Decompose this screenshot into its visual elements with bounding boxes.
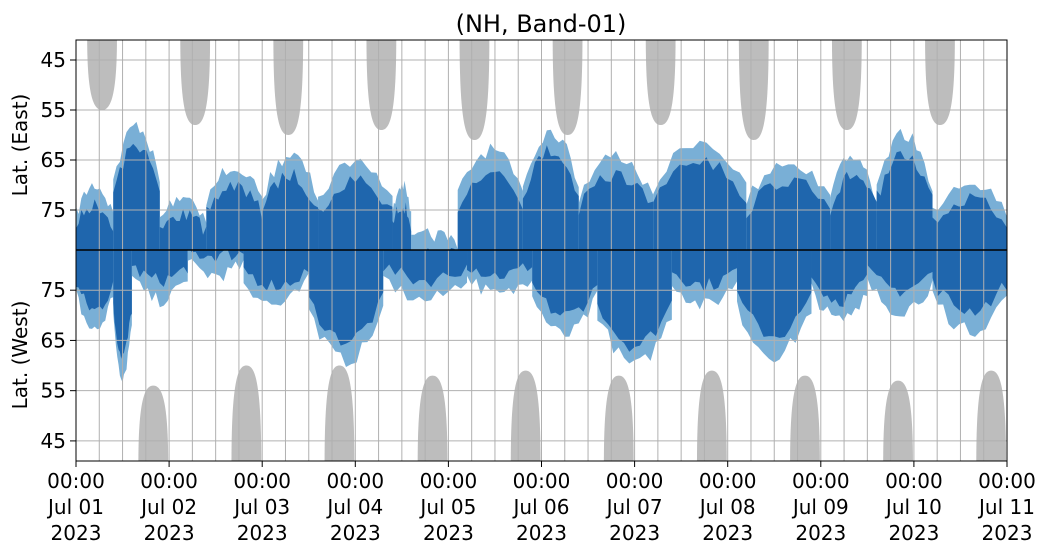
x-tick-label-year: 2023	[888, 521, 939, 545]
signal-area-west	[932, 250, 1007, 316]
signal-area-west	[76, 250, 114, 311]
signal-area-west	[811, 250, 868, 307]
x-tick-label-date: Jul 06	[512, 495, 570, 519]
signal-area-east-weak	[411, 228, 458, 250]
signal-area-east	[457, 171, 523, 250]
y-axis: 45 55 65 75 75 65 55 45	[41, 48, 76, 453]
signal-area-east	[932, 193, 1007, 250]
x-tick-label-time: 00:00	[513, 469, 571, 493]
plot-area	[75, 39, 1008, 462]
x-tick-label-date: Jul 01	[46, 495, 104, 519]
x-tick-label-year: 2023	[237, 521, 288, 545]
x-tick-label-date: Jul 11	[977, 495, 1035, 519]
x-tick-label-date: Jul 07	[605, 495, 663, 519]
signal-area-west	[467, 250, 533, 279]
signal-area-east	[830, 171, 877, 250]
daylight-region-east	[552, 40, 583, 135]
x-tick-label-time: 00:00	[47, 469, 105, 493]
y-axis-label-east: Lat. (East)	[8, 94, 32, 197]
y-tick-label-west: 55	[41, 379, 66, 403]
signal-area-east	[653, 157, 747, 250]
daylight-region-east	[273, 40, 304, 135]
signal-area-east	[76, 199, 114, 250]
x-tick-label-year: 2023	[516, 521, 567, 545]
daylight-region-east	[738, 40, 769, 140]
x-tick-label-year: 2023	[144, 521, 195, 545]
daylight-region-east	[459, 40, 490, 140]
x-tick-label-year: 2023	[702, 521, 753, 545]
signal-area-east	[159, 209, 207, 250]
y-axis-label-west: Lat. (West)	[8, 301, 32, 410]
x-tick-label-date: Jul 08	[698, 495, 756, 519]
x-tick-label-year: 2023	[423, 521, 474, 545]
x-tick-label-year: 2023	[330, 521, 381, 545]
x-tick-label-time: 00:00	[326, 469, 384, 493]
x-tick-label-year: 2023	[609, 521, 660, 545]
x-tick-label-time: 00:00	[699, 469, 757, 493]
daylight-region-east	[925, 40, 955, 125]
x-tick-label-time: 00:00	[606, 469, 664, 493]
x-tick-label-date: Jul 02	[139, 495, 197, 519]
x-tick-label-time: 00:00	[420, 469, 478, 493]
daylight-region-east	[366, 40, 397, 130]
y-tick-label-west: 75	[41, 278, 66, 302]
x-tick-label-time: 00:00	[978, 469, 1036, 493]
signal-area-east	[113, 143, 160, 250]
signal-area-west	[243, 250, 309, 292]
daylight-region-east	[180, 40, 211, 125]
y-tick-label-west: 45	[41, 429, 66, 453]
daylight-region-east	[831, 40, 862, 130]
chart-title: (NH, Band-01)	[456, 10, 627, 38]
x-tick-label-date: Jul 05	[418, 495, 476, 519]
y-tick-label-west: 65	[41, 328, 66, 352]
daylight-region-east	[645, 40, 676, 125]
x-tick-label-date: Jul 04	[325, 495, 383, 519]
x-tick-label-time: 00:00	[140, 469, 198, 493]
signal-area-west	[308, 250, 384, 346]
x-tick-label-date: Jul 10	[884, 495, 942, 519]
x-tick-label-year: 2023	[51, 521, 102, 545]
x-tick-label-date: Jul 09	[791, 495, 849, 519]
y-tick-label-east: 65	[41, 148, 66, 172]
x-tick-label-year: 2023	[982, 521, 1033, 545]
signal-area-east	[262, 168, 319, 250]
x-tick-label-year: 2023	[795, 521, 846, 545]
y-tick-label-east: 55	[41, 98, 66, 122]
x-tick-label-date: Jul 03	[232, 495, 290, 519]
signal-area-east	[206, 181, 263, 250]
y-tick-label-east: 75	[41, 198, 66, 222]
daylight-region-east	[87, 40, 117, 110]
signal-area-east	[746, 177, 831, 250]
signal-area-west	[867, 250, 933, 297]
x-tick-label-time: 00:00	[885, 469, 943, 493]
x-tick-label-time: 00:00	[233, 469, 291, 493]
x-tick-label-time: 00:00	[792, 469, 850, 493]
y-tick-label-east: 45	[41, 48, 66, 72]
